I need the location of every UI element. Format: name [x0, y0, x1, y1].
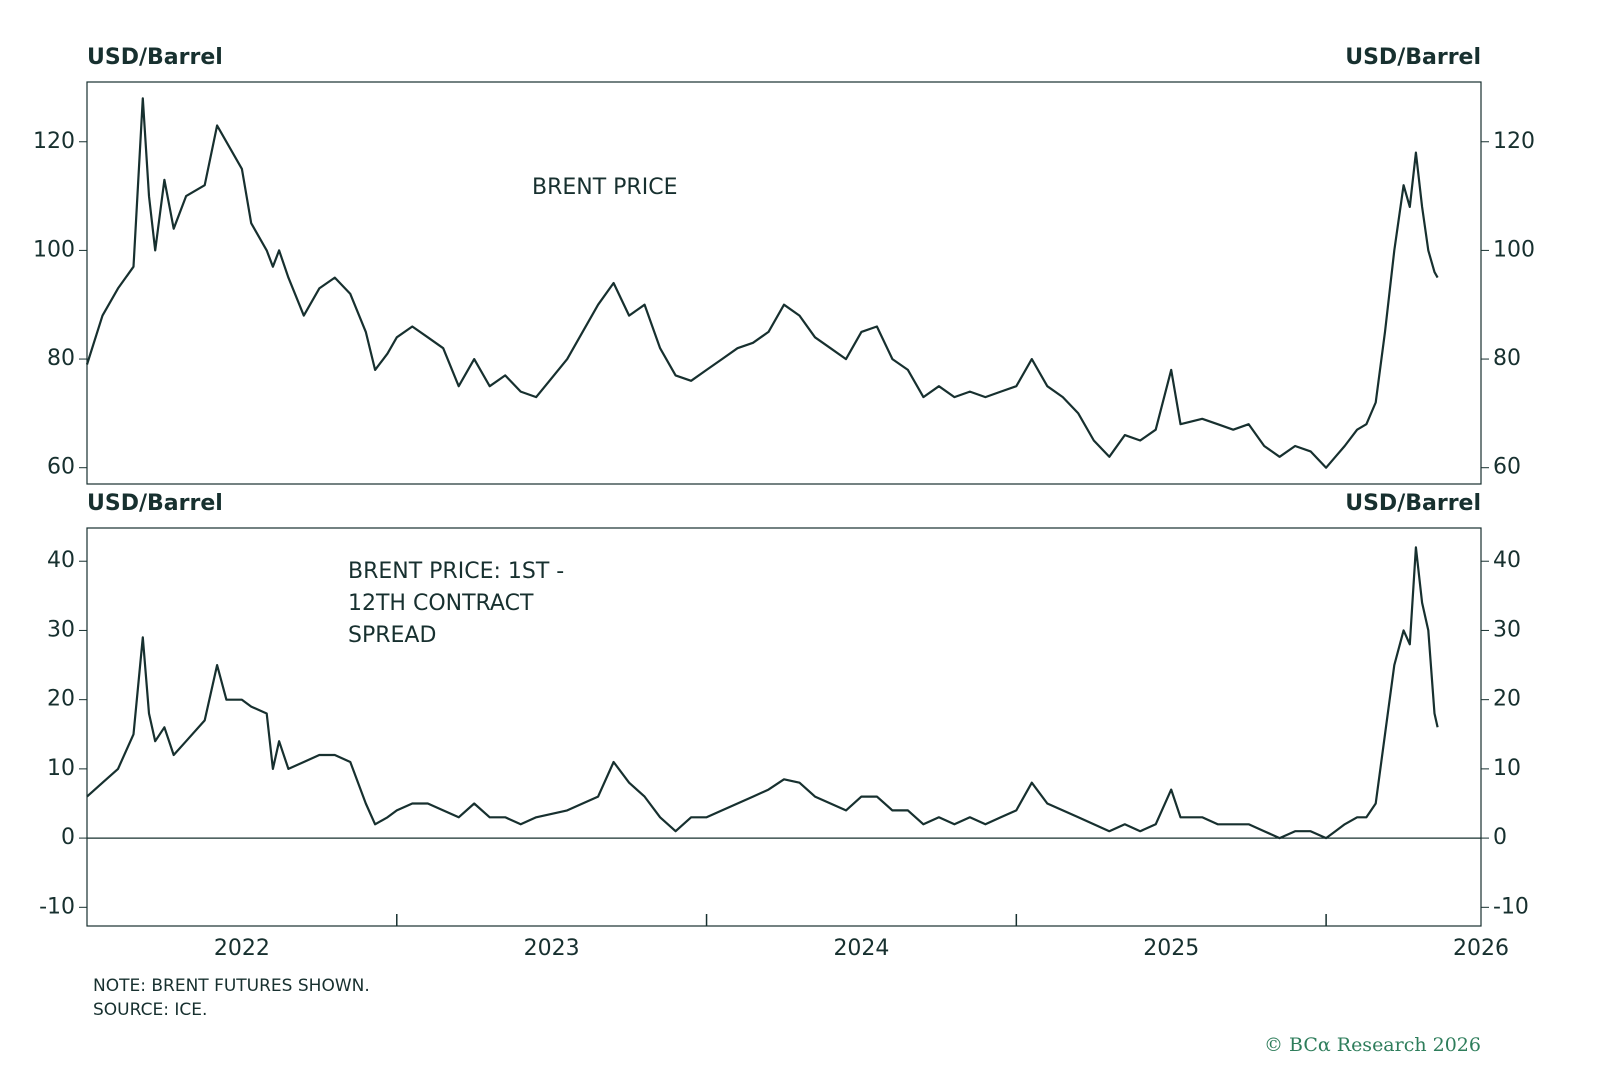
annotation: 12TH CONTRACT	[348, 591, 534, 616]
source: SOURCE: ICE.	[93, 1000, 207, 1020]
y2-tick-label: 100	[1493, 237, 1535, 262]
x-tick-label: 2026	[1453, 936, 1509, 961]
note: NOTE: BRENT FUTURES SHOWN.	[93, 976, 370, 996]
annotation: BRENT PRICE: 1ST -	[348, 559, 564, 584]
x-tick-label: 2025	[1143, 936, 1199, 961]
y2-axis-title: USD/Barrel	[1345, 45, 1481, 70]
y-axis-title: USD/Barrel	[87, 45, 223, 70]
y2-tick-label: 10	[1493, 756, 1521, 781]
y2-axis-title: USD/Barrel	[1345, 491, 1481, 516]
y-tick-label: 10	[47, 756, 75, 781]
x-tick-label: 2023	[524, 936, 580, 961]
y2-tick-label: 80	[1493, 346, 1521, 371]
x-tick-label: 2022	[214, 936, 270, 961]
y2-tick-label: 60	[1493, 455, 1521, 480]
y-tick-label: 40	[47, 548, 75, 573]
y-tick-label: 80	[47, 346, 75, 371]
price-line	[85, 97, 1439, 469]
plot-frame	[86, 527, 1482, 927]
annotation: BRENT PRICE	[532, 175, 677, 200]
plot-frame	[86, 81, 1482, 485]
copyright: © BCα Research 2026	[1264, 1034, 1481, 1056]
y2-tick-label: 20	[1493, 687, 1521, 712]
y-tick-label: 60	[47, 455, 75, 480]
annotation: SPREAD	[348, 623, 436, 648]
y2-tick-label: 0	[1493, 825, 1507, 850]
y-tick-label: 0	[61, 825, 75, 850]
x-tick-label: 2024	[833, 936, 889, 961]
y-tick-label: 100	[33, 237, 75, 262]
y2-tick-label: 40	[1493, 548, 1521, 573]
y-axis-title: USD/Barrel	[87, 491, 223, 516]
price-line	[86, 546, 1439, 840]
y2-tick-label: -10	[1493, 894, 1529, 919]
y-tick-label: 30	[47, 617, 75, 642]
y-tick-label: 120	[33, 129, 75, 154]
y2-tick-label: 30	[1493, 617, 1521, 642]
y-tick-label: -10	[39, 894, 75, 919]
y-tick-label: 20	[47, 687, 75, 712]
y2-tick-label: 120	[1493, 129, 1535, 154]
